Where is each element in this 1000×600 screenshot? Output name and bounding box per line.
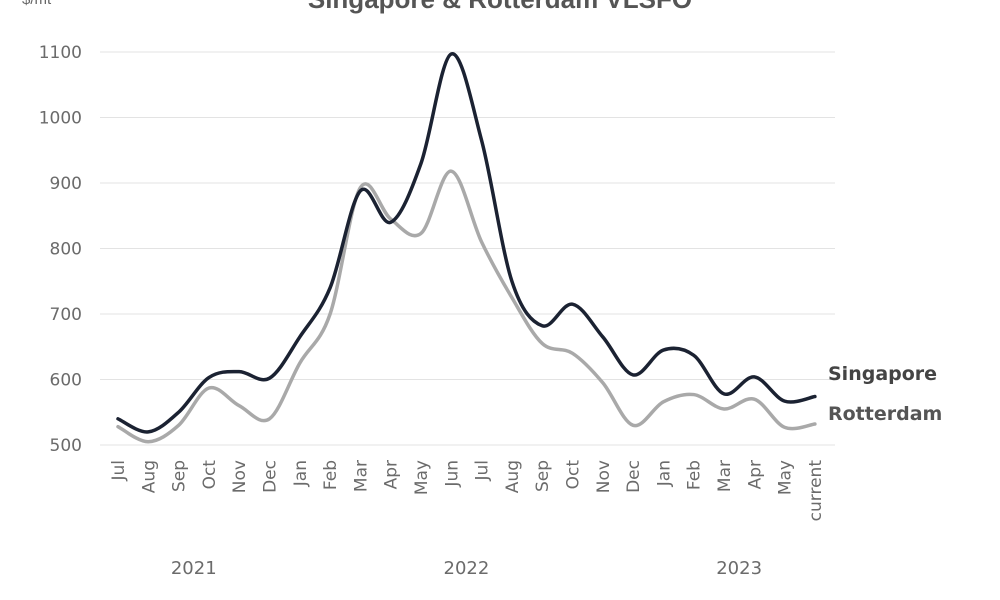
x-tick-label: May xyxy=(412,460,432,495)
y-tick-label: 1000 xyxy=(39,109,82,129)
x-tick-label: Nov xyxy=(230,460,250,493)
x-tick-label: Sep xyxy=(533,460,553,492)
x-tick-label: Feb xyxy=(685,460,705,490)
x-tick-label: Jul xyxy=(473,460,493,482)
y-tick-label: 900 xyxy=(50,174,82,194)
x-tick-label: Aug xyxy=(139,460,159,493)
y-tick-label: 500 xyxy=(50,436,82,456)
gridlines xyxy=(100,51,835,446)
x-tick-label: Mar xyxy=(715,460,735,492)
x-tick-label: current xyxy=(806,460,826,522)
series-label-rotterdam: Rotterdam xyxy=(828,403,942,425)
year-label: 2022 xyxy=(444,558,490,579)
series-label-singapore: Singapore xyxy=(828,363,937,385)
y-tick-label: 600 xyxy=(50,371,82,391)
x-tick-label: Jun xyxy=(442,460,462,488)
y-tick-label: 1100 xyxy=(39,43,82,63)
x-tick-label: Feb xyxy=(321,460,341,490)
x-tick-label: Aug xyxy=(503,460,523,493)
year-label: 2023 xyxy=(716,558,762,579)
x-tick-label: Dec xyxy=(624,460,644,493)
x-axis-ticks: Jul Aug Sep Oct Nov Dec Jan Feb Mar Apr May Jun Jul A… xyxy=(109,460,826,522)
x-tick-label: Sep xyxy=(170,460,190,492)
y-axis-unit-label: $/mt xyxy=(22,0,52,8)
year-label: 2021 xyxy=(171,558,217,579)
x-tick-label: Nov xyxy=(594,460,614,493)
x-tick-label: May xyxy=(776,460,796,495)
x-tick-label: Apr xyxy=(382,460,402,489)
x-tick-label: Jul xyxy=(109,460,129,482)
x-tick-label: Jan xyxy=(291,460,311,487)
x-tick-label: Apr xyxy=(745,460,765,489)
x-tick-label: Dec xyxy=(261,460,281,493)
chart-title: Singapore & Rotterdam VLSFO xyxy=(308,0,692,14)
y-tick-label: 700 xyxy=(50,305,82,325)
y-axis-ticks: 500 600 700 800 900 1000 1100 xyxy=(39,43,82,456)
year-labels: 2021 2022 2023 xyxy=(171,558,762,579)
series-line-singapore xyxy=(116,52,817,434)
x-tick-label: Oct xyxy=(200,460,220,490)
x-tick-label: Mar xyxy=(351,460,371,492)
x-tick-label: Jan xyxy=(654,460,674,487)
x-tick-label: Oct xyxy=(564,460,584,490)
y-tick-label: 800 xyxy=(50,240,82,260)
series-lines xyxy=(116,52,817,444)
series-labels: Singapore Rotterdam xyxy=(828,363,942,425)
series-line-rotterdam xyxy=(116,169,817,444)
